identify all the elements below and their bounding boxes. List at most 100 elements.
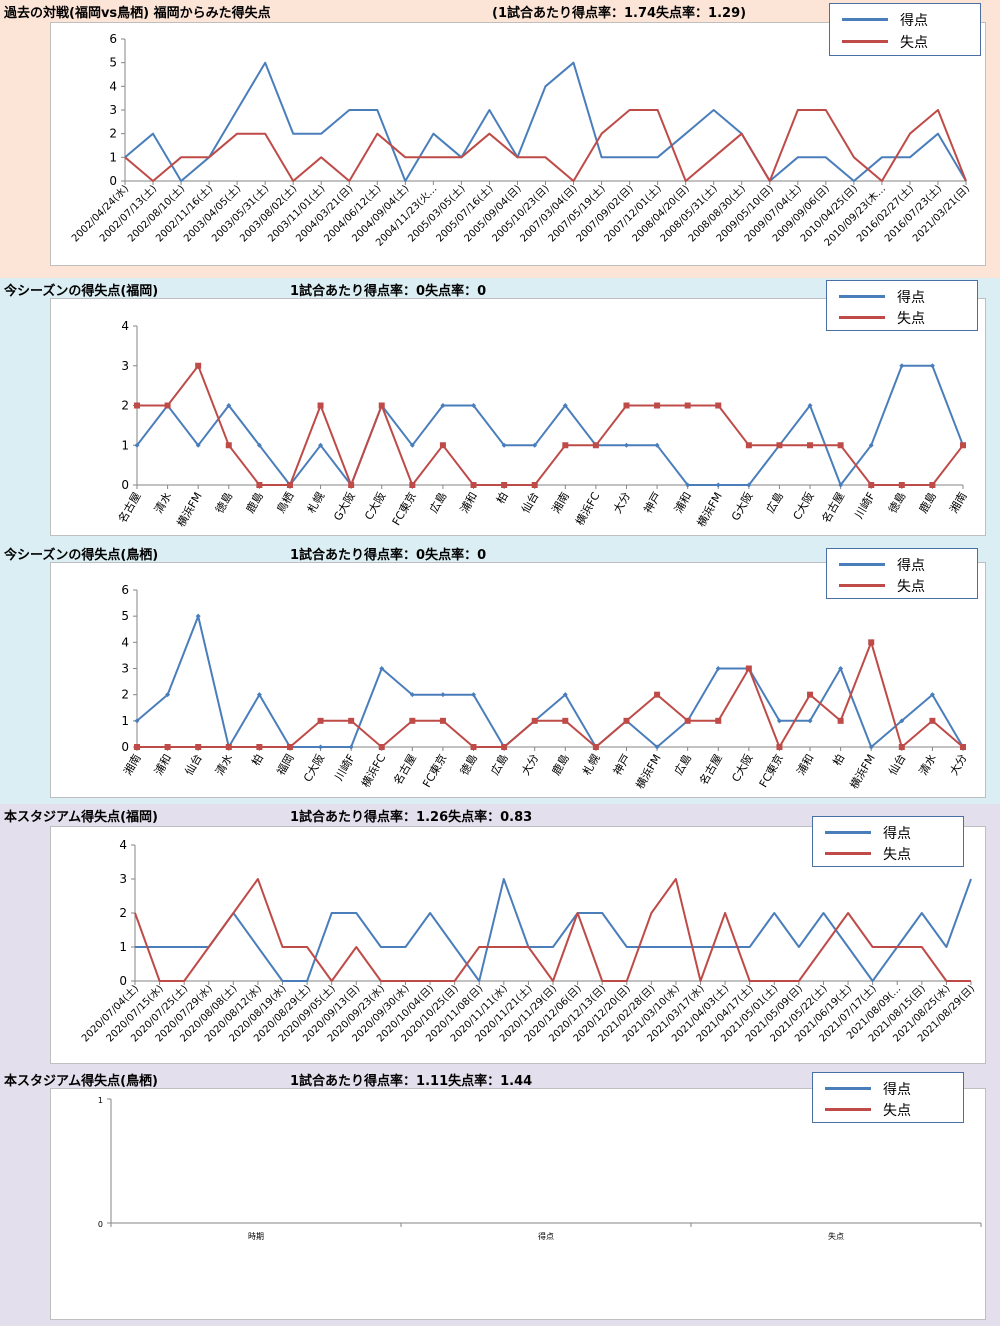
data-point-conceded: [164, 744, 171, 750]
x-tick-label: 名古屋: [390, 752, 419, 788]
data-point-score: [715, 666, 721, 671]
y-tick-label: 0: [121, 740, 129, 754]
data-point-score: [226, 403, 232, 408]
data-point-score: [532, 442, 538, 448]
data-point-score: [807, 403, 813, 408]
legend: 得点 失点: [812, 1072, 964, 1123]
x-tick-label: FC東京: [419, 752, 449, 790]
data-point-score: [348, 744, 354, 750]
data-point-score: [929, 692, 935, 698]
line-chart: 01234562002/04/24(水)2002/07/13(土)2002/08…: [69, 32, 972, 249]
x-tick-label: 広島: [426, 490, 449, 516]
chart-panel-fukuoka-season: 今シーズンの得失点(福岡) 1試合あたり得点率：0失点率：0 0 1 2 3 4 名古屋清…: [0, 278, 1000, 542]
data-point-score: [899, 718, 905, 724]
x-tick-label: FC東京: [756, 752, 786, 790]
x-tick-label: 福岡: [273, 752, 296, 778]
legend-label-conceded: 失点: [897, 311, 925, 327]
legend-label-score: 得点: [883, 826, 911, 842]
series-line-score: [135, 878, 972, 982]
data-point-conceded: [317, 717, 324, 724]
data-point-score: [318, 442, 324, 448]
data-point-score: [868, 442, 874, 448]
data-point-score: [654, 744, 660, 750]
data-point-conceded: [562, 442, 569, 449]
x-tick-label: 川崎F: [331, 752, 357, 784]
chart-stats: 1試合あたり得点率：1.26失点率：0.83: [290, 810, 533, 825]
x-tick-label: 横浜FM: [694, 490, 725, 530]
y-tick-label: 0: [109, 174, 117, 188]
data-point-conceded: [929, 717, 936, 724]
data-point-score: [471, 692, 477, 698]
y-tick-label: 4: [119, 838, 127, 852]
x-tick-label: 鹿島: [549, 752, 572, 778]
legend-swatch-conceded: [839, 316, 885, 319]
legend: 得点 失点: [829, 3, 981, 56]
y-tick-label: 4: [109, 79, 117, 93]
data-point-conceded: [195, 362, 202, 369]
x-tick-label: 浦和: [672, 490, 694, 516]
data-point-score: [838, 666, 844, 671]
chart-title: 本スタジアム得失点(福岡): [4, 810, 158, 825]
data-point-conceded: [776, 442, 783, 449]
data-point-conceded: [134, 402, 140, 409]
chart-stats: 1試合あたり得点率：0失点率：0: [290, 548, 487, 563]
y-tick-label: 3: [119, 872, 127, 886]
data-point-conceded: [684, 402, 691, 409]
data-point-conceded: [501, 744, 508, 750]
legend-label-conceded: 失点: [900, 35, 928, 51]
data-point-score: [868, 744, 874, 750]
line-chart: 012342020/07/04(土)2020/07/15(水)2020/07/2…: [79, 838, 978, 1044]
y-tick-label: 2: [121, 688, 129, 702]
data-point-conceded: [286, 482, 293, 488]
data-point-conceded: [807, 691, 814, 698]
x-tick-label: G大阪: [330, 490, 357, 523]
legend-label-conceded: 失点: [883, 1103, 911, 1119]
data-point-score: [134, 718, 140, 724]
data-point-score: [440, 692, 446, 698]
data-point-conceded: [225, 744, 232, 750]
y-tick-label: 4: [121, 635, 129, 649]
y-tick-label: 2: [119, 906, 127, 920]
data-point-conceded: [654, 402, 661, 409]
data-point-conceded: [348, 717, 355, 724]
y-tick-label: 1: [98, 1096, 103, 1105]
x-tick-label: 徳島: [885, 490, 908, 516]
data-point-score: [562, 403, 568, 408]
data-point-score: [256, 692, 262, 698]
data-point-score: [165, 692, 171, 698]
y-tick-label: 4: [121, 319, 129, 333]
data-point-score: [929, 363, 935, 369]
x-tick-label: 柏: [248, 752, 266, 769]
x-tick-label: 横浜FC: [358, 751, 388, 789]
x-tick-label: C大阪: [728, 752, 755, 785]
y-tick-label: 5: [109, 56, 117, 70]
x-tick-label: 横浜FM: [174, 490, 205, 530]
x-tick-label: 柏: [830, 752, 848, 769]
x-tick-label: 名古屋: [819, 490, 848, 526]
x-tick-label: 横浜FM: [633, 752, 664, 792]
data-point-conceded: [409, 482, 416, 488]
data-point-conceded: [470, 482, 477, 488]
legend-label-score: 得点: [900, 13, 928, 29]
series-line-conceded: [134, 878, 971, 982]
y-tick-label: 0: [119, 974, 127, 988]
x-tick-label: 鳥栖: [273, 490, 296, 516]
x-tick-label: 浦和: [794, 752, 816, 778]
x-tick-label: 神戸: [610, 752, 633, 778]
data-point-conceded: [256, 744, 263, 750]
legend-label-score: 得点: [897, 558, 925, 574]
x-tick-label: 浦和: [458, 490, 480, 516]
series-line-conceded: [124, 109, 967, 182]
data-point-score: [440, 403, 446, 408]
x-tick-label: 大分: [610, 490, 633, 516]
legend-swatch-score: [839, 563, 885, 566]
series-line-score: [124, 61, 967, 182]
x-tick-label: C大阪: [790, 490, 817, 523]
x-tick-label: 大分: [518, 752, 541, 778]
y-tick-label: 3: [109, 103, 117, 117]
x-tick-label: 湘南: [120, 752, 143, 778]
series-line-conceded: [137, 364, 964, 486]
data-point-conceded: [960, 442, 966, 449]
data-point-conceded: [654, 691, 661, 698]
x-tick-label: C大阪: [300, 752, 327, 785]
